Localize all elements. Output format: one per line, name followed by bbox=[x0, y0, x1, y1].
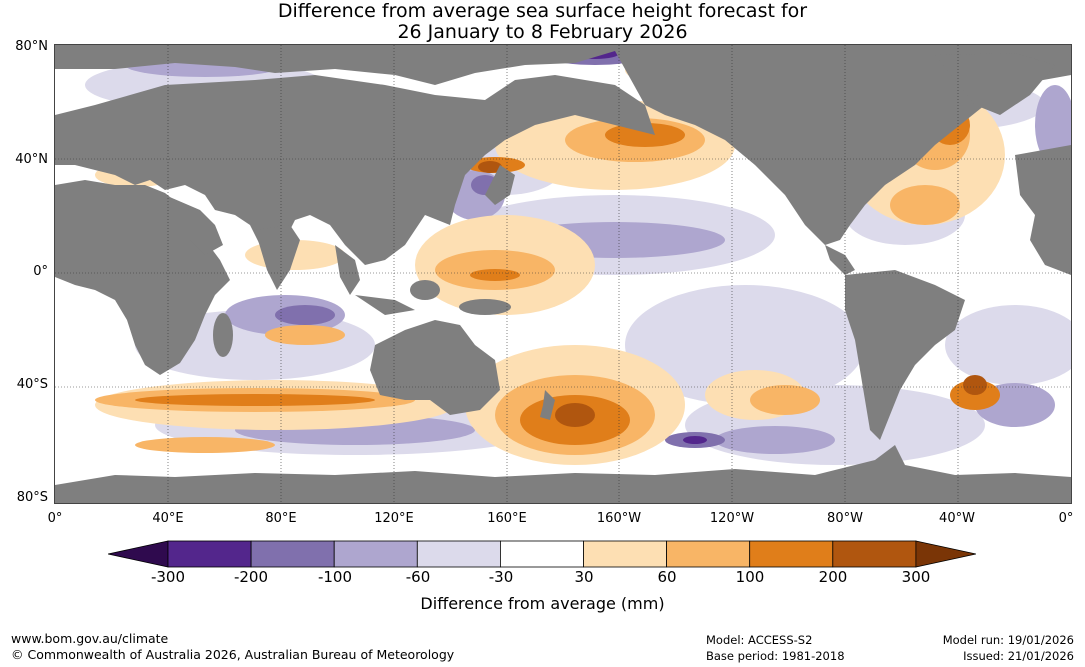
legend-swatch bbox=[333, 540, 418, 568]
legend-arrow-low bbox=[108, 540, 169, 568]
lon-label-160w: 160°W bbox=[596, 511, 642, 526]
lon-label-40e: 40°E bbox=[152, 511, 184, 526]
legend-swatch bbox=[416, 540, 501, 568]
lon-label-120e: 120°E bbox=[374, 511, 414, 526]
legend-swatch bbox=[832, 540, 917, 568]
footer-model: Model: ACCESS-S2 bbox=[706, 633, 813, 647]
legend-tick: -100 bbox=[317, 568, 353, 586]
map-title-line2: 26 January to 8 February 2026 bbox=[397, 21, 688, 43]
lon-label-40w: 40°W bbox=[939, 511, 975, 526]
land-layer bbox=[55, 45, 1071, 503]
graticule bbox=[55, 45, 1071, 503]
legend-arrow-high bbox=[915, 540, 976, 568]
legend-swatch bbox=[583, 540, 667, 568]
legend-swatch bbox=[499, 540, 584, 568]
lon-label-80e: 80°E bbox=[265, 511, 297, 526]
legend-tick: -30 bbox=[488, 568, 514, 586]
lon-label-80w: 80°W bbox=[827, 511, 863, 526]
lon-label-120w: 120°W bbox=[709, 511, 755, 526]
footer-base-period: Base period: 1981-2018 bbox=[706, 649, 845, 663]
lon-label-0-right: 0° bbox=[1058, 511, 1074, 526]
legend-swatch bbox=[250, 540, 335, 568]
legend-colorbar bbox=[108, 540, 976, 568]
map-title-line1: Difference from average sea surface heig… bbox=[277, 0, 808, 22]
legend-title: Difference from average (mm) bbox=[420, 594, 665, 613]
map-canvas bbox=[55, 45, 1071, 503]
legend-swatch bbox=[749, 540, 834, 568]
sea-height-map bbox=[54, 44, 1072, 504]
lat-label-80s: 80°S bbox=[16, 490, 48, 505]
footer-model-run: Model run: 19/01/2026 bbox=[942, 633, 1074, 647]
lat-label-80n: 80°N bbox=[15, 39, 48, 54]
legend-tick: 200 bbox=[818, 568, 848, 586]
lon-label-160e: 160°E bbox=[487, 511, 527, 526]
legend-tick: 100 bbox=[735, 568, 765, 586]
legend-swatch bbox=[167, 540, 252, 568]
footer-issued: Issued: 21/01/2026 bbox=[963, 649, 1074, 663]
legend-swatch bbox=[666, 540, 751, 568]
lat-label-0: 0° bbox=[33, 264, 48, 279]
legend-tick: -200 bbox=[233, 568, 269, 586]
lon-label-0-left: 0° bbox=[47, 511, 63, 526]
legend-tick: 300 bbox=[901, 568, 931, 586]
lat-label-40s: 40°S bbox=[16, 377, 48, 392]
lat-label-40n: 40°N bbox=[15, 152, 48, 167]
legend-tick: -300 bbox=[150, 568, 186, 586]
legend-tick: -60 bbox=[405, 568, 431, 586]
legend-tick: 30 bbox=[574, 568, 594, 586]
legend-tick: 60 bbox=[657, 568, 677, 586]
footer-url[interactable]: www.bom.gov.au/climate bbox=[11, 631, 169, 646]
footer-copyright: © Commonwealth of Australia 2026, Austra… bbox=[11, 647, 455, 662]
